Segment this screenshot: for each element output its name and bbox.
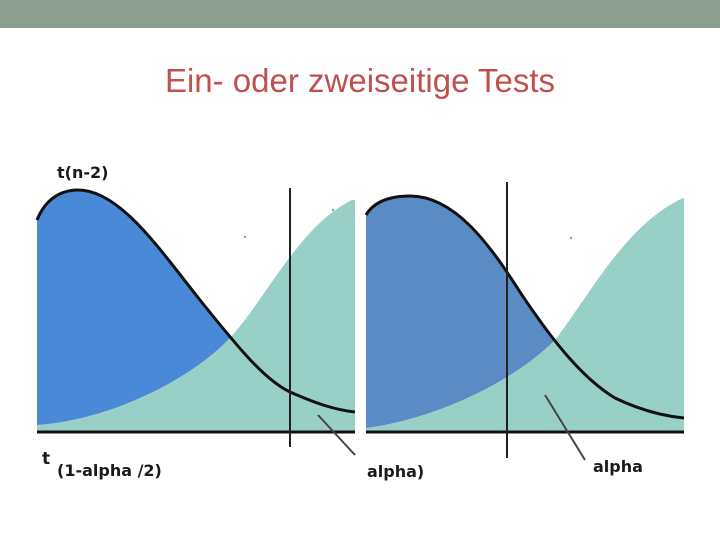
stray-mark: [569, 236, 573, 240]
left-teal-region: [37, 200, 355, 432]
left-tail-pointer: [317, 414, 356, 456]
left-panel: t(n-2) t (1-alpha /2) alpha): [35, 163, 424, 481]
top-bar: [0, 0, 720, 28]
left-null-curve: [35, 188, 356, 414]
right-panel: alpha: [364, 180, 685, 476]
stray-mark: [331, 208, 335, 212]
left-tail-label: alpha): [367, 462, 424, 481]
right-null-curve: [364, 194, 685, 420]
left-sub-label: (1-alpha /2): [57, 461, 162, 480]
slide-title: Ein- oder zweiseitige Tests: [164, 62, 556, 99]
right-tail-label: alpha: [593, 457, 643, 476]
left-y-label: t(n-2): [57, 163, 108, 182]
left-t-label: t: [42, 449, 50, 469]
stray-mark: [243, 235, 247, 239]
right-tail-pointer: [544, 394, 586, 461]
right-teal-region: [366, 198, 684, 432]
left-blue-region: [37, 190, 230, 425]
